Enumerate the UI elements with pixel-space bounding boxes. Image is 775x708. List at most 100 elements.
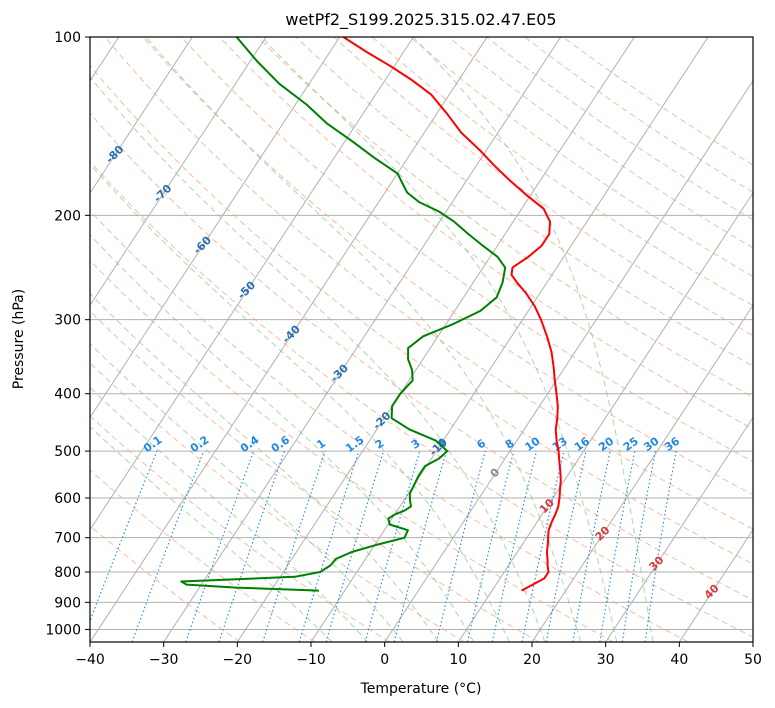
dry-adiabat <box>486 37 753 221</box>
mixing-ratio-line <box>545 450 587 642</box>
dry-adiabat <box>90 415 390 642</box>
isotherm-label: 30 <box>647 553 667 573</box>
dry-adiabat <box>104 37 753 530</box>
x-tick-label: −40 <box>75 652 105 668</box>
dry-adiabat <box>90 160 753 638</box>
dry-adiabat <box>524 37 753 193</box>
dry-adiabat <box>448 37 753 249</box>
isotherm-line <box>752 641 753 642</box>
dry-adiabat <box>257 37 753 398</box>
moist-adiabat <box>90 234 475 642</box>
y-tick-label: 900 <box>54 595 81 611</box>
mixing-ratio-line <box>131 450 205 642</box>
mixing-ratio-line <box>521 450 565 642</box>
isotherm-label: -100 <box>10 54 39 83</box>
mixing-ratio-label: 6 <box>474 437 488 452</box>
chart-title: wetPf2_S199.2025.315.02.47.E05 <box>285 10 556 30</box>
x-tick-label: −10 <box>296 652 326 668</box>
moist-adiabat <box>145 37 582 642</box>
moist-adiabat <box>90 76 546 642</box>
y-axis-label: Pressure (hPa) <box>11 289 27 389</box>
y-tick-label: 600 <box>54 491 81 507</box>
isotherm-label: -50 <box>235 278 258 301</box>
x-tick-label: 50 <box>744 652 762 668</box>
dry-adiabat <box>90 64 753 565</box>
mixing-ratio-label: 1 <box>314 437 328 452</box>
isotherm-line <box>163 37 562 642</box>
moist-adiabat <box>90 343 404 642</box>
dry-adiabat <box>562 37 753 166</box>
moist-adiabat <box>90 292 439 642</box>
dry-adiabat <box>219 37 753 430</box>
plot-area: 0.1 0.2 0.4 0.6 1 1.5 2 3 4 6 8 10 13 16 20 25 30 36-100-… <box>10 37 753 642</box>
mixing-ratio-line <box>393 450 447 642</box>
mixing-ratio-line <box>364 450 421 642</box>
y-tick-label: 400 <box>54 387 81 403</box>
dry-adiabat <box>90 469 315 642</box>
isotherm-label: 10 <box>537 496 557 516</box>
y-tick-label: 800 <box>54 565 81 581</box>
x-tick-label: 40 <box>670 652 688 668</box>
dry-adiabat <box>180 37 753 463</box>
x-tick-label: 20 <box>523 652 541 668</box>
mixing-ratio-label: 2 <box>373 437 387 452</box>
isotherm-label: 20 <box>593 523 613 543</box>
mixing-ratio-line <box>325 450 385 642</box>
isotherm-line <box>90 37 267 307</box>
y-tick-label: 100 <box>54 30 81 46</box>
moist-adiabat <box>90 426 333 642</box>
mixing-ratio-line <box>262 450 326 642</box>
mixing-ratio-label: 1.5 <box>343 433 366 455</box>
dry-adiabat <box>90 259 614 642</box>
mixing-ratio-line <box>599 450 636 642</box>
mixing-ratio-line <box>466 450 515 642</box>
pressure-axis: 100 200 300 400 500 600 700 800 900 1000 <box>45 30 90 638</box>
mixing-ratio-line <box>491 450 538 642</box>
dry-adiabat <box>142 37 753 496</box>
isotherm-line <box>531 304 753 642</box>
mixing-ratio-line <box>644 450 677 642</box>
isotherm-line <box>384 79 753 642</box>
isotherm-line <box>457 192 753 642</box>
mixing-ratio-line <box>298 450 360 642</box>
x-tick-label: −30 <box>149 652 179 668</box>
isotherm-line <box>310 37 709 642</box>
isotherm-label: -80 <box>103 142 126 165</box>
x-tick-label: 10 <box>449 652 467 668</box>
isotherm-label: -70 <box>151 182 174 205</box>
moist-adiabat <box>90 386 369 642</box>
dry-adiabat <box>90 524 241 642</box>
dry-adiabat <box>295 37 753 367</box>
plot-frame <box>89 36 754 643</box>
moist-adiabat <box>90 163 510 642</box>
mixing-ratio-line <box>185 450 255 642</box>
x-tick-label: −20 <box>223 652 253 668</box>
isotherm-label: -40 <box>280 322 303 345</box>
x-tick-label: 0 <box>380 652 389 668</box>
mixing-ratio-line <box>90 450 158 623</box>
y-tick-label: 700 <box>54 531 81 547</box>
dry-adiabat <box>90 209 689 642</box>
dewpoint-profile <box>180 37 507 592</box>
mixing-ratio-label: 0.4 <box>238 433 262 455</box>
x-tick-label: 30 <box>597 652 615 668</box>
mixing-ratio-line <box>435 450 486 642</box>
isotherm-line <box>678 528 753 642</box>
dry-adiabat <box>333 37 753 337</box>
isotherm-label: -90 <box>60 96 83 119</box>
y-tick-label: 500 <box>54 444 81 460</box>
isotherm-line <box>605 416 753 642</box>
isotherm-label: -30 <box>328 361 351 384</box>
dry-adiabat <box>90 310 540 642</box>
temperature-profile <box>342 37 562 592</box>
moist-adiabat <box>412 37 654 642</box>
isotherm-line <box>90 37 488 642</box>
dry-adiabat <box>371 37 753 307</box>
isotherm-label: 0 <box>488 465 503 480</box>
y-tick-label: 1000 <box>45 622 81 638</box>
isotherm-line <box>90 37 341 419</box>
isotherm-label: -20 <box>370 409 393 432</box>
temperature-axis: −40 −30 −20 −10 0 10 20 30 40 50 <box>75 642 762 668</box>
y-tick-label: 200 <box>54 208 81 224</box>
